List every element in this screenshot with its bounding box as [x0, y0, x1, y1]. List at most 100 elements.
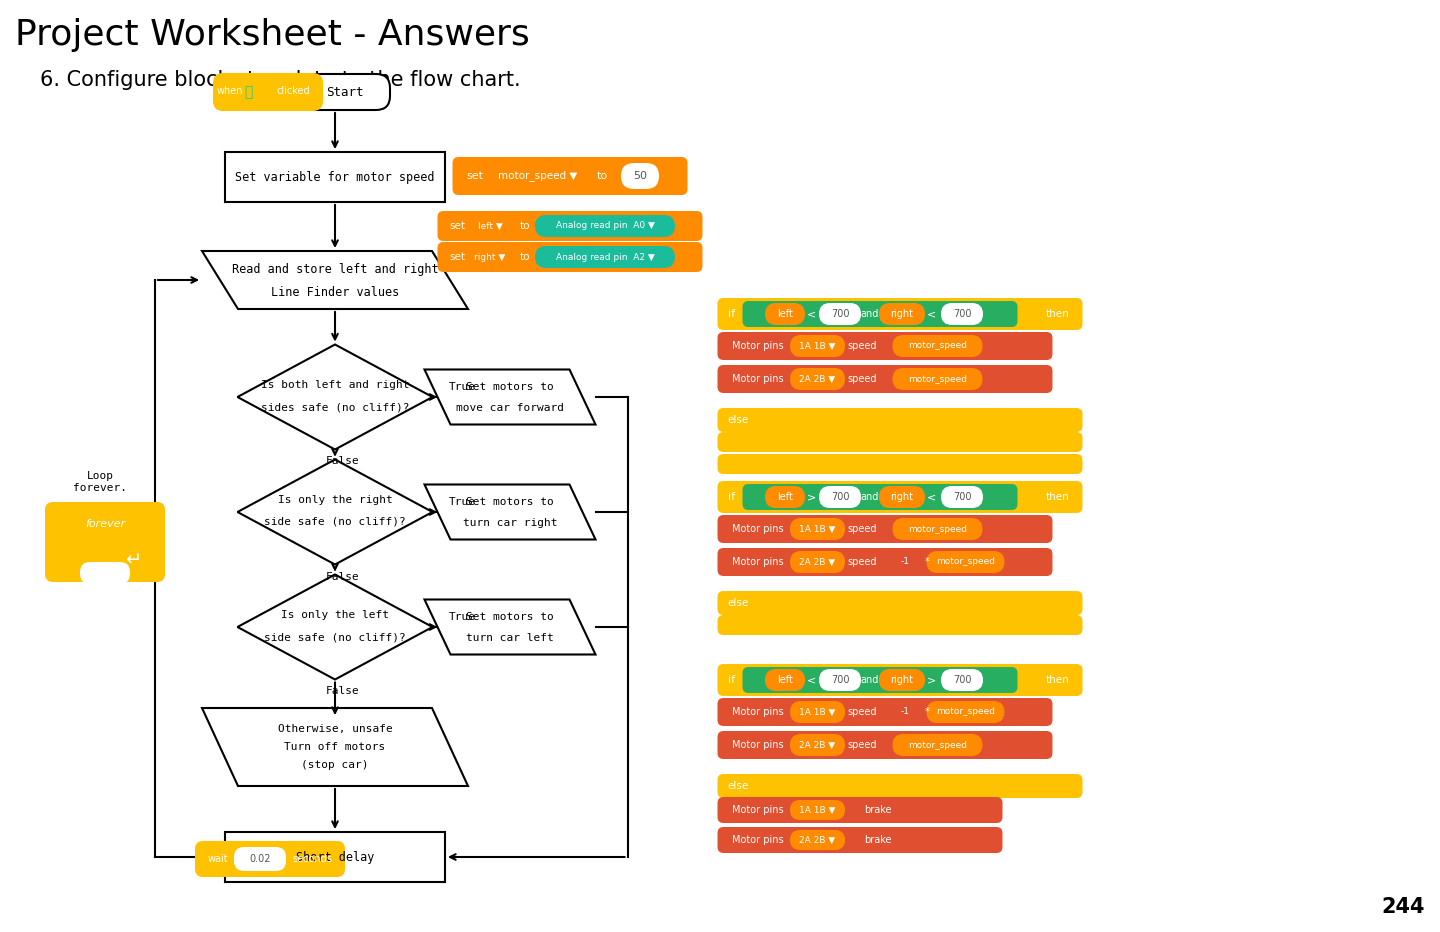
FancyBboxPatch shape: [791, 830, 845, 850]
FancyBboxPatch shape: [819, 303, 861, 325]
Polygon shape: [425, 599, 596, 654]
Text: speed: speed: [848, 740, 877, 750]
FancyBboxPatch shape: [300, 74, 390, 110]
FancyBboxPatch shape: [717, 774, 1083, 798]
Polygon shape: [425, 369, 596, 424]
Text: Motor pins: Motor pins: [732, 341, 783, 351]
FancyBboxPatch shape: [465, 215, 516, 237]
Text: Loop
forever.: Loop forever.: [73, 472, 127, 493]
FancyBboxPatch shape: [81, 562, 130, 584]
Text: clicked: clicked: [276, 86, 310, 96]
FancyBboxPatch shape: [791, 734, 845, 756]
Text: 0.02: 0.02: [249, 854, 271, 864]
Text: True: True: [449, 612, 477, 622]
Text: Otherwise, unsafe: Otherwise, unsafe: [278, 724, 392, 734]
Text: left: left: [778, 309, 793, 319]
Text: speed: speed: [848, 524, 877, 534]
Text: Motor pins: Motor pins: [732, 740, 783, 750]
Text: else: else: [727, 598, 749, 608]
Text: brake: brake: [864, 805, 891, 815]
FancyBboxPatch shape: [452, 157, 687, 195]
FancyBboxPatch shape: [717, 827, 1002, 853]
Text: Short delay: Short delay: [295, 851, 374, 864]
Text: Motor pins: Motor pins: [732, 805, 783, 815]
FancyBboxPatch shape: [717, 432, 1083, 452]
Text: <: <: [927, 309, 936, 319]
Text: Motor pins: Motor pins: [732, 557, 783, 567]
Text: 1A 1B ▼: 1A 1B ▼: [799, 805, 835, 815]
Text: Is both left and right: Is both left and right: [261, 380, 409, 390]
FancyBboxPatch shape: [940, 303, 984, 325]
FancyBboxPatch shape: [743, 667, 1018, 693]
Text: 700: 700: [953, 492, 971, 502]
Text: then: then: [1045, 675, 1070, 685]
FancyBboxPatch shape: [438, 211, 703, 241]
Text: if: if: [729, 309, 734, 319]
Polygon shape: [425, 485, 596, 540]
Text: Motor pins: Motor pins: [732, 374, 783, 384]
FancyBboxPatch shape: [717, 454, 1083, 474]
FancyBboxPatch shape: [717, 731, 1053, 759]
FancyBboxPatch shape: [926, 551, 1005, 573]
Text: motor_speed: motor_speed: [936, 707, 995, 717]
FancyBboxPatch shape: [940, 486, 984, 508]
Text: >: >: [808, 492, 816, 502]
Text: Set variable for motor speed: Set variable for motor speed: [235, 171, 435, 184]
Text: Read and store left and right: Read and store left and right: [232, 264, 438, 277]
Text: speed: speed: [848, 341, 877, 351]
Text: 2A 2B ▼: 2A 2B ▼: [799, 835, 835, 844]
Text: 50: 50: [634, 171, 647, 181]
FancyBboxPatch shape: [717, 615, 1083, 635]
Text: <: <: [808, 675, 816, 685]
FancyBboxPatch shape: [878, 303, 924, 325]
Text: set: set: [449, 252, 465, 262]
Text: sides safe (no cliff)?: sides safe (no cliff)?: [261, 402, 409, 412]
Text: (stop car): (stop car): [301, 760, 369, 770]
Polygon shape: [238, 459, 432, 565]
Text: 700: 700: [831, 309, 850, 319]
FancyBboxPatch shape: [791, 701, 845, 723]
Text: Line Finder values: Line Finder values: [271, 285, 399, 298]
FancyBboxPatch shape: [890, 551, 922, 573]
Text: and: and: [861, 309, 880, 319]
Text: left: left: [778, 675, 793, 685]
FancyBboxPatch shape: [717, 408, 1083, 432]
Text: and: and: [861, 675, 880, 685]
Text: speed: speed: [848, 557, 877, 567]
FancyBboxPatch shape: [791, 800, 845, 820]
Text: False: False: [325, 457, 360, 467]
Text: 1A 1B ▼: 1A 1B ▼: [799, 525, 835, 533]
FancyBboxPatch shape: [765, 303, 805, 325]
Text: else: else: [727, 415, 749, 425]
Polygon shape: [202, 708, 468, 786]
Text: True: True: [449, 497, 477, 507]
Text: -1: -1: [901, 707, 910, 717]
FancyBboxPatch shape: [765, 486, 805, 508]
FancyBboxPatch shape: [717, 365, 1053, 393]
FancyBboxPatch shape: [465, 246, 516, 268]
FancyBboxPatch shape: [926, 701, 1005, 723]
Text: Project Worksheet - Answers: Project Worksheet - Answers: [14, 18, 530, 52]
FancyBboxPatch shape: [893, 335, 982, 357]
Text: motor_speed: motor_speed: [909, 341, 968, 350]
Text: 700: 700: [831, 492, 850, 502]
FancyBboxPatch shape: [791, 335, 845, 357]
Text: to: to: [520, 221, 530, 231]
FancyBboxPatch shape: [488, 164, 588, 188]
Text: speed: speed: [848, 707, 877, 717]
Text: then: then: [1045, 492, 1070, 502]
Text: 2A 2B ▼: 2A 2B ▼: [799, 741, 835, 749]
Text: False: False: [325, 571, 360, 582]
Text: side safe (no cliff)?: side safe (no cliff)?: [264, 517, 406, 527]
Text: brake: brake: [864, 835, 891, 845]
FancyBboxPatch shape: [819, 669, 861, 691]
FancyBboxPatch shape: [233, 847, 287, 871]
Text: turn car right: turn car right: [462, 518, 557, 528]
Text: right ▼: right ▼: [474, 253, 505, 262]
Text: to: to: [520, 252, 530, 262]
Text: *: *: [924, 707, 930, 717]
FancyBboxPatch shape: [878, 669, 924, 691]
FancyBboxPatch shape: [717, 548, 1053, 576]
Text: Set motors to: Set motors to: [467, 497, 554, 507]
Text: then: then: [1045, 309, 1070, 319]
